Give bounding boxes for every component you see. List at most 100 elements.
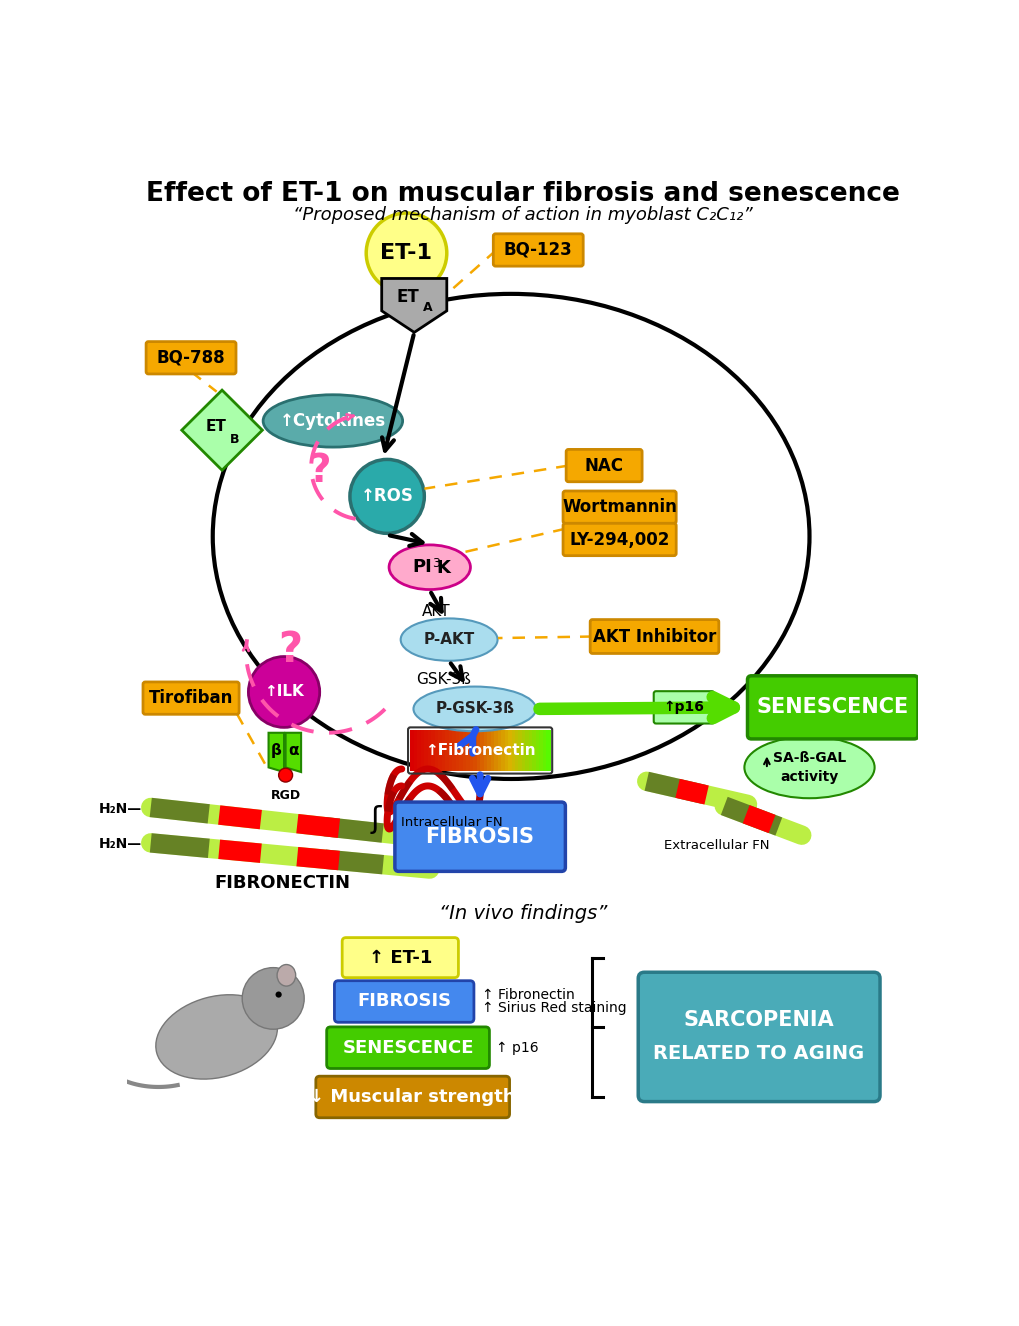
FancyBboxPatch shape xyxy=(316,1077,510,1118)
Ellipse shape xyxy=(213,294,809,778)
Bar xyxy=(410,729,415,772)
Bar xyxy=(546,729,550,772)
FancyBboxPatch shape xyxy=(562,491,676,524)
Bar xyxy=(417,729,421,772)
Bar xyxy=(476,729,480,772)
Bar xyxy=(539,729,543,772)
Text: ET-1: ET-1 xyxy=(380,243,432,263)
Text: SARCOPENIA: SARCOPENIA xyxy=(683,1010,834,1030)
Text: ʃ: ʃ xyxy=(370,805,380,834)
Circle shape xyxy=(275,992,281,997)
Text: H₂N—: H₂N— xyxy=(98,838,142,851)
Text: BQ-123: BQ-123 xyxy=(503,241,572,259)
Bar xyxy=(445,729,449,772)
Bar xyxy=(466,729,470,772)
Text: SA-ß-GAL: SA-ß-GAL xyxy=(772,752,846,765)
Text: FIBRONECTIN: FIBRONECTIN xyxy=(214,874,351,892)
Polygon shape xyxy=(285,733,301,772)
Text: GSK-3ß: GSK-3ß xyxy=(416,672,471,687)
Text: SENESCENCE: SENESCENCE xyxy=(342,1038,474,1057)
Text: ↑ILK: ↑ILK xyxy=(264,684,304,699)
Bar xyxy=(493,729,498,772)
Text: ET: ET xyxy=(396,288,419,306)
FancyBboxPatch shape xyxy=(653,691,713,724)
Bar xyxy=(438,729,442,772)
Bar xyxy=(421,729,425,772)
Circle shape xyxy=(350,459,424,533)
Circle shape xyxy=(249,656,319,728)
Text: AKT Inhibitor: AKT Inhibitor xyxy=(592,627,715,646)
Text: ET: ET xyxy=(205,419,226,434)
Text: K: K xyxy=(436,560,450,577)
Bar xyxy=(487,729,491,772)
Bar xyxy=(473,729,477,772)
Bar xyxy=(511,729,516,772)
Bar xyxy=(535,729,540,772)
Text: Effect of ET-1 on muscular fibrosis and senescence: Effect of ET-1 on muscular fibrosis and … xyxy=(146,180,899,207)
Text: COOH: COOH xyxy=(394,823,432,837)
FancyBboxPatch shape xyxy=(566,450,642,481)
Bar xyxy=(431,729,435,772)
Bar xyxy=(507,729,512,772)
Ellipse shape xyxy=(400,618,497,660)
Text: Intracellular FN: Intracellular FN xyxy=(400,817,501,829)
Bar xyxy=(469,729,474,772)
Ellipse shape xyxy=(744,737,873,798)
FancyBboxPatch shape xyxy=(394,802,565,871)
Text: B: B xyxy=(229,432,239,446)
Text: ↑ p16: ↑ p16 xyxy=(496,1041,538,1054)
Text: SENESCENCE: SENESCENCE xyxy=(756,697,908,717)
FancyBboxPatch shape xyxy=(590,619,718,654)
Ellipse shape xyxy=(156,994,277,1079)
FancyBboxPatch shape xyxy=(334,981,474,1022)
Bar xyxy=(427,729,432,772)
Bar xyxy=(455,729,460,772)
Text: Extracellular FN: Extracellular FN xyxy=(663,839,768,853)
Text: ?: ? xyxy=(308,452,330,491)
Text: β: β xyxy=(271,743,281,758)
Text: α: α xyxy=(287,743,299,758)
Text: “Proposed mechanism of action in myoblast C₂C₁₂”: “Proposed mechanism of action in myoblas… xyxy=(292,206,752,224)
Text: FIBROSIS: FIBROSIS xyxy=(357,992,450,1010)
Text: FIBROSIS: FIBROSIS xyxy=(425,826,534,847)
Bar xyxy=(441,729,445,772)
Bar xyxy=(529,729,533,772)
FancyBboxPatch shape xyxy=(326,1026,489,1069)
Bar xyxy=(522,729,526,772)
Text: ↑Cytokines: ↑Cytokines xyxy=(279,412,385,430)
Circle shape xyxy=(366,213,446,293)
Bar xyxy=(500,729,504,772)
Text: ↓ Muscular strength: ↓ Muscular strength xyxy=(309,1087,516,1106)
Bar xyxy=(414,729,418,772)
Text: ?: ? xyxy=(278,630,302,671)
Text: BQ-788: BQ-788 xyxy=(157,349,225,367)
Bar xyxy=(463,729,467,772)
FancyBboxPatch shape xyxy=(747,676,917,739)
Bar xyxy=(518,729,523,772)
Text: “In vivo findings”: “In vivo findings” xyxy=(438,904,606,923)
FancyBboxPatch shape xyxy=(341,937,458,977)
Text: ↑Fibronectin: ↑Fibronectin xyxy=(424,743,535,758)
Bar xyxy=(424,729,428,772)
Bar xyxy=(459,729,463,772)
Bar xyxy=(434,729,438,772)
Text: Tirofiban: Tirofiban xyxy=(149,690,233,707)
Text: P-GSK-3ß: P-GSK-3ß xyxy=(435,701,514,716)
FancyBboxPatch shape xyxy=(143,682,238,715)
Text: COOH: COOH xyxy=(394,808,432,819)
Bar xyxy=(480,729,484,772)
Text: A: A xyxy=(423,301,433,314)
Text: ↑p16: ↑p16 xyxy=(663,700,704,715)
Text: P-AKT: P-AKT xyxy=(423,633,474,647)
Text: ↑ROS: ↑ROS xyxy=(361,488,413,505)
FancyBboxPatch shape xyxy=(562,524,676,556)
Text: ↑ Sirius Red staining: ↑ Sirius Red staining xyxy=(482,1001,627,1016)
Circle shape xyxy=(278,768,292,782)
Text: 3: 3 xyxy=(432,557,439,570)
Text: Wortmannin: Wortmannin xyxy=(561,499,677,516)
FancyBboxPatch shape xyxy=(638,972,879,1102)
Polygon shape xyxy=(381,278,446,333)
FancyBboxPatch shape xyxy=(493,233,583,267)
Bar xyxy=(448,729,452,772)
Text: H₂N—: H₂N— xyxy=(98,802,142,815)
